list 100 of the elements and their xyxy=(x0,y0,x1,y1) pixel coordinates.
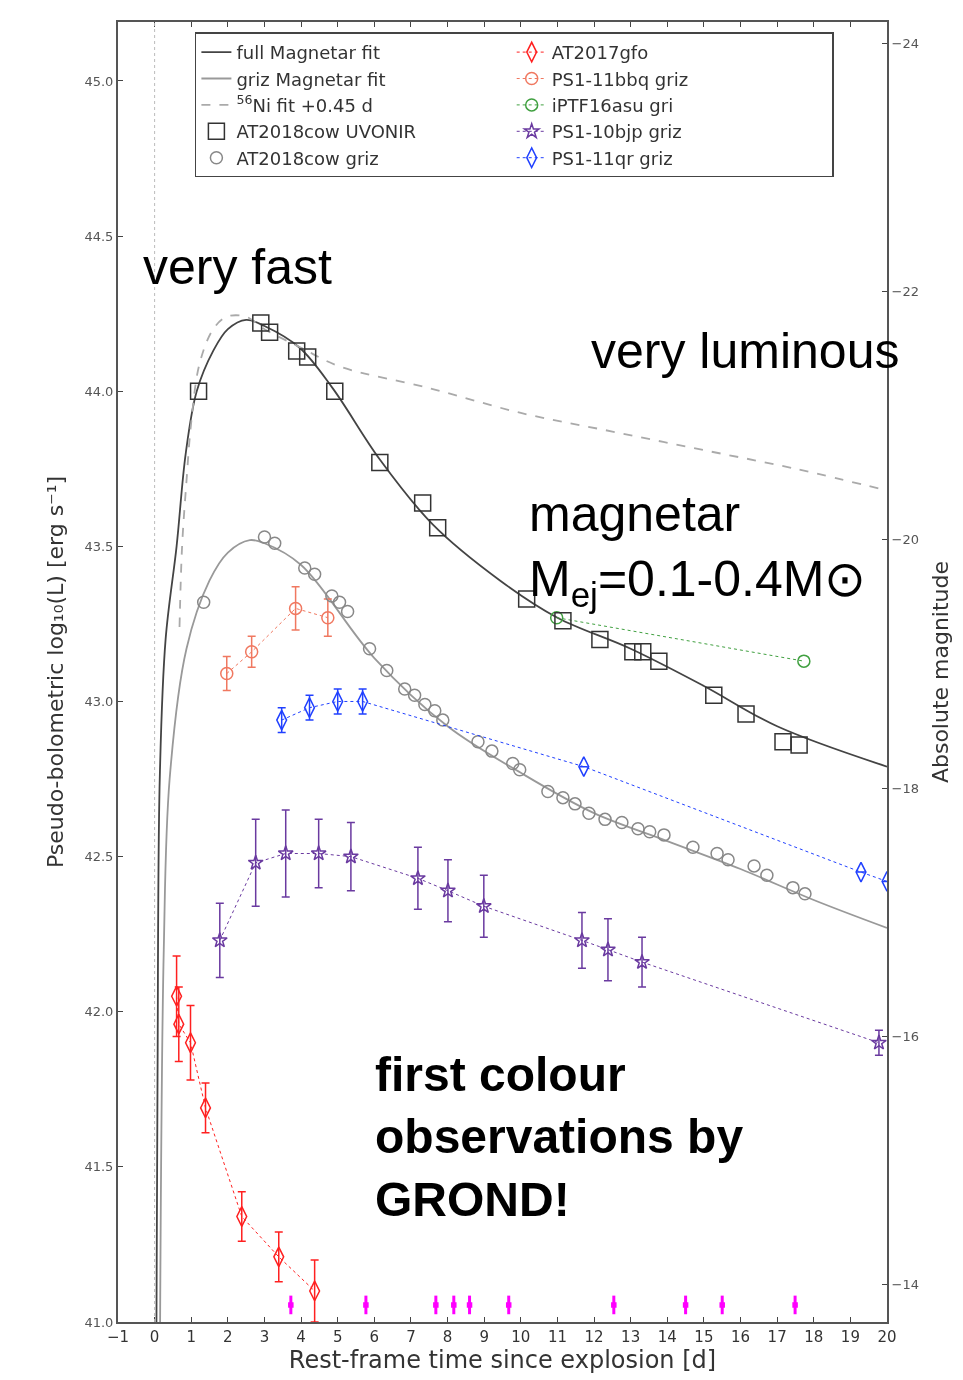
point xyxy=(634,643,652,661)
point xyxy=(650,652,668,670)
point xyxy=(506,756,520,771)
legend-label: PS1-11qr griz xyxy=(551,147,673,169)
point xyxy=(436,713,450,727)
x-tick-label: 14 xyxy=(657,1328,677,1346)
legend-label: AT2017gfo xyxy=(551,42,649,64)
y2-tick-label: −14 xyxy=(891,1277,920,1293)
annotation: magnetar M$_{ej}$=0.1-0.4M⊙ xyxy=(529,486,867,614)
legend-label: PS1-11bbq griz xyxy=(551,68,689,90)
point xyxy=(624,643,642,661)
point xyxy=(371,453,389,472)
point xyxy=(797,654,811,668)
point xyxy=(288,601,303,616)
legend-label: AT2018cow griz xyxy=(236,147,379,169)
point xyxy=(277,845,294,861)
y2-tick-label: −20 xyxy=(891,532,920,548)
point xyxy=(257,530,272,544)
point xyxy=(598,812,612,827)
x-tick-label: 6 xyxy=(369,1328,380,1346)
y-tick-label: 43.0 xyxy=(84,694,114,710)
x-tick-label: 15 xyxy=(694,1328,714,1346)
x-tick-label: 18 xyxy=(804,1328,824,1346)
point xyxy=(189,382,208,400)
y-tick-label: 41.0 xyxy=(84,1314,114,1330)
x-tick-label: 8 xyxy=(442,1328,453,1346)
point xyxy=(439,882,457,898)
x-tick-label: 2 xyxy=(223,1328,233,1346)
y2-axis-title: Absolute magnitude xyxy=(928,560,954,784)
point xyxy=(451,1302,457,1308)
x-tick-label: 16 xyxy=(730,1328,751,1346)
point xyxy=(298,561,312,575)
point xyxy=(798,887,812,901)
legend-label: iPTF16asu gri xyxy=(551,94,674,116)
y-tick-label: 44.5 xyxy=(84,228,114,244)
point xyxy=(326,382,344,400)
y-axis-title: Pseudo-bolometric log₁₀(L) [erg s⁻¹] xyxy=(42,475,68,869)
point xyxy=(428,704,442,718)
x-tick-label: 3 xyxy=(259,1328,270,1346)
point xyxy=(428,518,447,537)
point xyxy=(599,941,617,957)
point xyxy=(556,790,570,805)
point xyxy=(267,536,282,550)
x-tick-label: 17 xyxy=(767,1328,787,1346)
y2-tick-label: −22 xyxy=(891,283,920,299)
point xyxy=(786,880,800,895)
annotation: very fast xyxy=(143,239,333,295)
point xyxy=(657,828,671,842)
point xyxy=(642,825,657,839)
point xyxy=(682,1302,689,1308)
point xyxy=(631,821,645,836)
point xyxy=(307,567,322,582)
point xyxy=(325,589,339,603)
x-tick-label: 12 xyxy=(584,1328,604,1346)
y-tick-label: 42.5 xyxy=(84,849,114,865)
point xyxy=(409,869,426,886)
point xyxy=(310,845,327,861)
x-tick-label: 13 xyxy=(621,1328,641,1346)
point xyxy=(549,610,564,625)
point xyxy=(790,736,808,754)
y2-tick-label: −18 xyxy=(891,780,920,796)
point xyxy=(471,735,485,749)
point xyxy=(418,697,432,712)
point xyxy=(611,1302,617,1308)
y-tick-label: 43.5 xyxy=(84,538,114,554)
y-tick-label: 41.5 xyxy=(84,1159,114,1175)
x-tick-label: 1 xyxy=(186,1328,197,1346)
point xyxy=(362,641,377,656)
legend-label: $^{56}$Ni fit +0.45 d xyxy=(236,92,374,116)
point xyxy=(554,612,572,630)
point xyxy=(363,1302,369,1308)
point xyxy=(541,784,555,799)
point xyxy=(287,342,306,360)
legend-label: AT2018cow UVONIR xyxy=(236,121,417,143)
x-tick-label: 9 xyxy=(479,1328,489,1346)
point xyxy=(342,848,359,864)
point xyxy=(705,686,723,705)
y-tick-label: 44.0 xyxy=(84,383,114,399)
x-tick-label: 11 xyxy=(547,1328,567,1346)
legend-label: PS1-10bjp griz xyxy=(551,121,682,143)
point xyxy=(633,953,651,970)
point xyxy=(252,314,270,332)
point xyxy=(710,846,724,861)
y2-tick-label: −16 xyxy=(891,1028,920,1044)
point xyxy=(413,494,432,512)
legend-label: griz Magnetar fit xyxy=(236,68,386,90)
point xyxy=(686,840,700,855)
point xyxy=(196,595,211,609)
point xyxy=(433,1302,439,1308)
point xyxy=(582,806,596,820)
y-tick-label: 42.0 xyxy=(84,1004,114,1020)
point xyxy=(737,705,755,723)
x-tick-label: 5 xyxy=(332,1328,343,1346)
x-tick-label: 20 xyxy=(877,1328,897,1346)
x-tick-label: −1 xyxy=(106,1328,130,1346)
point xyxy=(380,663,394,678)
point xyxy=(774,733,792,751)
point xyxy=(512,762,527,777)
point xyxy=(397,682,412,696)
point xyxy=(792,1302,798,1308)
